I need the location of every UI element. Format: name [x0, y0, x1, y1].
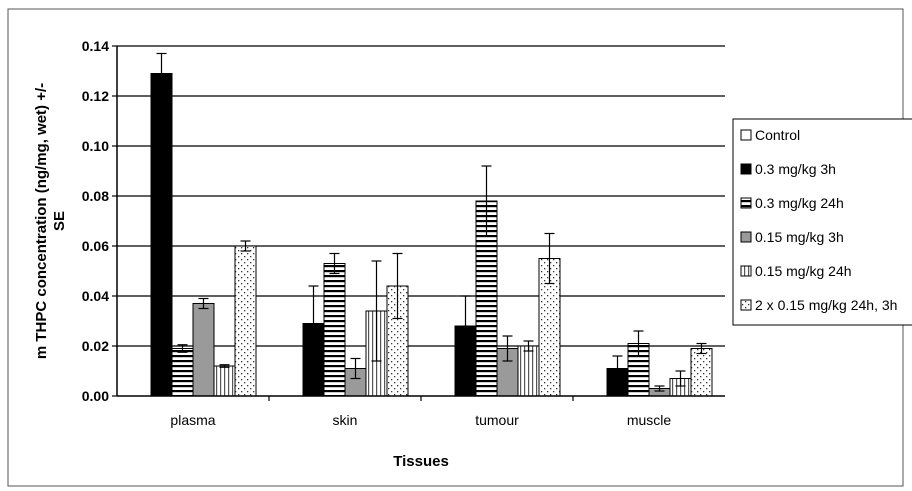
error-bar: [460, 295, 471, 357]
error-bar: [675, 370, 686, 387]
legend-label: 0.3 mg/kg 3h: [755, 161, 836, 177]
legend-swatch: [740, 265, 752, 277]
legend-label: 0.3 mg/kg 24h: [755, 195, 844, 211]
error-bar: [371, 260, 382, 362]
legend-label: Control: [755, 127, 800, 143]
bar-dots: [690, 348, 713, 397]
legend-swatch: [740, 163, 752, 175]
error-bar: [308, 285, 319, 362]
error-bar: [633, 330, 644, 357]
error-bar: [612, 355, 623, 382]
x-tick-label: skin: [333, 412, 358, 428]
legend-swatch: [740, 129, 752, 141]
y-tick-label: 0.12: [82, 88, 109, 104]
x-tick-label: tumour: [475, 412, 519, 428]
y-tick-labels: 0.00 0.02 0.04 0.06 0.08 0.10 0.12 0.14: [82, 38, 109, 404]
error-bar: [350, 357, 361, 380]
error-bar: [523, 340, 534, 352]
legend-item: 2 x 0.15 mg/kg 24h, 3h: [740, 297, 897, 313]
y-axis-title-line1: m THPC concentration (ng/mg, wet) +/-: [33, 83, 50, 359]
y-tick-label: 0.08: [82, 188, 109, 204]
legend-swatch: [740, 299, 752, 311]
legend-label: 2 x 0.15 mg/kg 24h, 3h: [755, 297, 897, 313]
error-bar: [502, 335, 513, 362]
error-bars: [156, 52, 707, 392]
error-bar: [177, 344, 188, 353]
error-bar: [156, 52, 167, 95]
error-bar: [198, 297, 209, 310]
gridlines: [112, 45, 725, 397]
bar-gray: [192, 303, 215, 397]
y-tick-label: 0.06: [82, 238, 109, 254]
y-tick-label: 0.02: [82, 338, 109, 354]
error-bar: [696, 342, 707, 355]
legend-label: 0.15 mg/kg 24h: [755, 263, 852, 279]
bar-vstripes: [517, 345, 540, 397]
legend-label: 0.15 mg/kg 3h: [755, 229, 844, 245]
legend-swatch: [740, 197, 752, 209]
error-bar: [240, 240, 251, 252]
y-tick-label: 0.00: [82, 388, 109, 404]
error-bar: [392, 252, 403, 320]
y-axis-title-line2: SE: [51, 211, 68, 231]
error-bar: [654, 385, 665, 392]
legend-item: Control: [740, 127, 800, 143]
x-tick-labels: plasma skin tumour muscle: [170, 396, 671, 428]
legend: Control 0.3 mg/kg 3h 0.3 mg/kg 24h 0.15 mg/…: [732, 118, 912, 326]
error-bar: [481, 165, 492, 237]
error-bar: [544, 232, 555, 285]
legend-item: 0.3 mg/kg 3h: [740, 161, 836, 177]
x-axis-title: Tissues: [393, 453, 449, 470]
x-tick-label: muscle: [627, 412, 672, 428]
legend-box: [732, 118, 912, 326]
y-tick-label: 0.04: [82, 288, 109, 304]
y-tick-label: 0.10: [82, 138, 109, 154]
legend-item: 0.15 mg/kg 24h: [740, 263, 852, 279]
y-tick-label: 0.14: [82, 38, 109, 54]
bar-hstripes: [171, 348, 194, 397]
bar-hstripes: [323, 263, 346, 397]
bar-black: [150, 73, 173, 397]
x-tick-label: plasma: [170, 412, 215, 428]
legend-swatch: [740, 231, 752, 243]
legend-item: 0.15 mg/kg 3h: [740, 229, 844, 245]
error-bar: [219, 364, 230, 368]
legend-item: 0.3 mg/kg 24h: [740, 195, 844, 211]
error-bar: [329, 252, 340, 275]
bar-vstripes: [213, 365, 236, 397]
bar-dots: [234, 245, 257, 397]
